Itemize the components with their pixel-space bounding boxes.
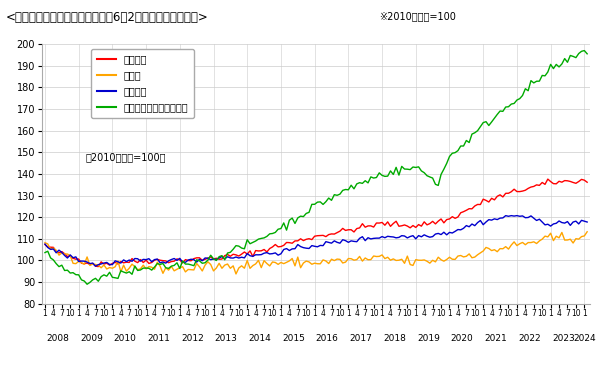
- Text: 2018: 2018: [383, 334, 406, 343]
- Text: <不動産価格指数（住宅）（令和6年2月分・季節調整値）>: <不動産価格指数（住宅）（令和6年2月分・季節調整値）>: [6, 11, 209, 24]
- Text: 2008: 2008: [46, 334, 69, 343]
- Text: 2015: 2015: [282, 334, 305, 343]
- Text: 2024: 2024: [573, 334, 595, 343]
- Text: 2017: 2017: [350, 334, 373, 343]
- Text: 2014: 2014: [249, 334, 272, 343]
- Text: 2013: 2013: [215, 334, 238, 343]
- Text: 2016: 2016: [316, 334, 339, 343]
- Text: 2021: 2021: [485, 334, 507, 343]
- Text: 2022: 2022: [518, 334, 541, 343]
- Text: （2010年平均=100）: （2010年平均=100）: [86, 152, 167, 162]
- Text: ※2010年平均=100: ※2010年平均=100: [379, 11, 456, 21]
- Text: 2019: 2019: [417, 334, 440, 343]
- Text: 2010: 2010: [114, 334, 137, 343]
- Text: 2023: 2023: [552, 334, 575, 343]
- Text: 2011: 2011: [147, 334, 170, 343]
- Text: 2020: 2020: [451, 334, 474, 343]
- Legend: 住宅総合, 住宅地, 戸建住宅, マンション（区分所有）: 住宅総合, 住宅地, 戸建住宅, マンション（区分所有）: [91, 49, 194, 118]
- Text: 2009: 2009: [80, 334, 103, 343]
- Text: 2012: 2012: [181, 334, 204, 343]
